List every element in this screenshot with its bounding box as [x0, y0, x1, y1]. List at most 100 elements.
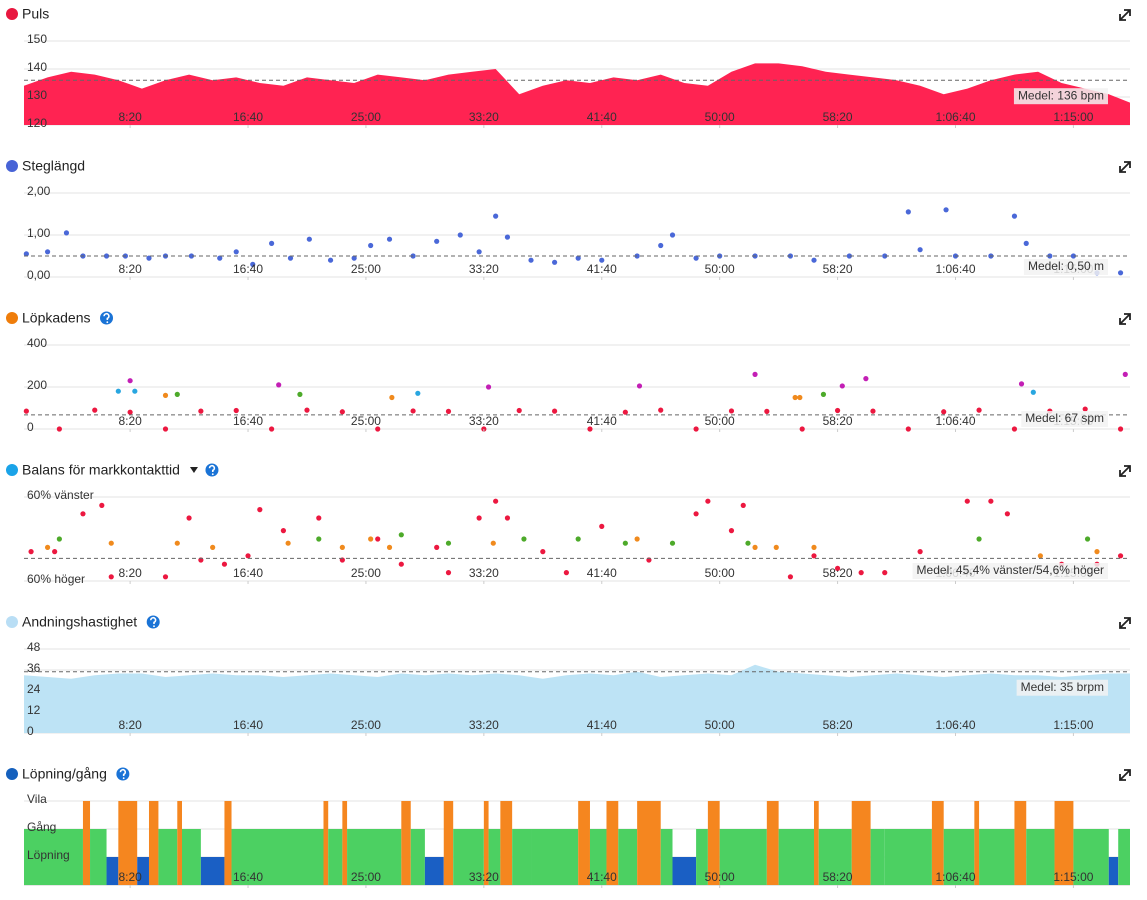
y-tick-label: 140: [27, 60, 47, 74]
y-tick-label: 60% vänster: [27, 488, 94, 502]
point: [669, 232, 676, 238]
point: [693, 426, 699, 432]
state-band: [500, 801, 513, 885]
x-tick-label: 50:00: [705, 870, 735, 884]
point: [693, 255, 699, 261]
x-tick-label: 8:20: [118, 110, 142, 124]
x-tick-label: 58:20: [823, 110, 853, 124]
y-tick-label: Löpning: [27, 848, 70, 862]
point: [23, 408, 29, 414]
x-tick-label: 8:20: [118, 262, 142, 276]
y-tick-label: 0: [27, 420, 34, 434]
panel: Balans för markkontakttid 60% höger 60% vä…: [6, 462, 1131, 586]
x-tick-label: 1:06:40: [935, 110, 975, 124]
mean-label: Medel: 35 brpm: [1021, 680, 1104, 694]
point: [587, 426, 593, 432]
state-band: [766, 801, 779, 885]
state-band: [1014, 801, 1027, 885]
state-band: [323, 801, 329, 885]
state-band: [90, 829, 107, 885]
help-glyph-dot: [153, 625, 155, 628]
expand-icon: [1119, 313, 1131, 325]
point: [745, 540, 751, 546]
point: [445, 540, 452, 546]
state-band: [618, 829, 638, 885]
point: [528, 257, 534, 263]
point: [988, 498, 994, 504]
x-tick-label: 50:00: [705, 262, 735, 276]
state-band: [424, 857, 444, 885]
state-band: [488, 829, 501, 885]
point: [551, 259, 558, 265]
state-band: [82, 801, 91, 885]
x-tick-label: 1:06:40: [935, 718, 975, 732]
mean-label-bg: [1013, 88, 1108, 105]
state-band: [328, 829, 343, 885]
x-tick-label: 33:20: [469, 414, 499, 428]
marks: [24, 664, 1130, 733]
state-band: [443, 801, 454, 885]
state-band: [884, 829, 932, 885]
point: [752, 371, 758, 377]
panel: Löpkadens 0 200 400 8:20 16:40 25:00 33:20 41:40…: [6, 310, 1131, 434]
point: [221, 561, 228, 567]
point: [23, 251, 29, 257]
panel-title: Andningshastighet: [22, 614, 137, 630]
expand-icon: [1119, 465, 1131, 477]
panel: Löpning/gång Löpning Gång Vila 8:20 16:40 25:0…: [6, 766, 1131, 888]
point: [1117, 270, 1124, 276]
point: [434, 544, 440, 551]
x-tick-label: 25:00: [351, 414, 381, 428]
state-band: [182, 829, 201, 885]
dropdown-icon: [189, 467, 198, 473]
y-tick-label: 0: [27, 724, 34, 738]
point: [493, 213, 499, 219]
point: [622, 540, 628, 546]
point: [485, 384, 492, 390]
point: [976, 407, 982, 413]
point: [521, 536, 527, 542]
x-tick-label: 1:06:40: [935, 414, 975, 428]
legend-dot: [6, 312, 18, 324]
state-band: [24, 829, 83, 885]
point: [1084, 536, 1091, 542]
point: [658, 407, 664, 413]
help-glyph-dot: [106, 321, 109, 324]
x-tick-label: 8:20: [118, 718, 142, 732]
point: [445, 408, 452, 414]
x-tick-label: 1:06:40: [935, 870, 975, 884]
point: [28, 549, 34, 555]
point: [108, 540, 114, 546]
mean-label-bg: [1021, 411, 1108, 427]
point: [56, 426, 62, 432]
state-band: [231, 829, 324, 885]
x-tick-label: 41:40: [587, 870, 617, 884]
point: [834, 565, 841, 572]
point: [316, 536, 322, 542]
x-tick-label: 41:40: [587, 262, 617, 276]
state-band: [979, 829, 1015, 885]
point: [792, 394, 798, 401]
x-tick-label: 25:00: [351, 110, 381, 124]
point: [811, 544, 817, 551]
x-tick-label: 16:40: [233, 870, 263, 884]
point: [233, 249, 239, 255]
point: [276, 382, 282, 388]
state-band: [531, 829, 579, 885]
point: [410, 253, 416, 259]
point: [1018, 381, 1025, 387]
state-band: [943, 829, 975, 885]
state-band: [347, 829, 402, 885]
point: [210, 544, 216, 551]
y-tick-label: 400: [27, 336, 47, 350]
state-band: [118, 801, 138, 885]
x-tick-label: 41:40: [587, 414, 617, 428]
point: [787, 574, 794, 580]
point: [398, 532, 404, 538]
x-tick-label: 8:20: [118, 870, 142, 884]
state-band: [1108, 857, 1119, 885]
point: [410, 408, 416, 414]
point: [858, 570, 864, 576]
point: [287, 255, 294, 261]
point: [375, 426, 381, 432]
